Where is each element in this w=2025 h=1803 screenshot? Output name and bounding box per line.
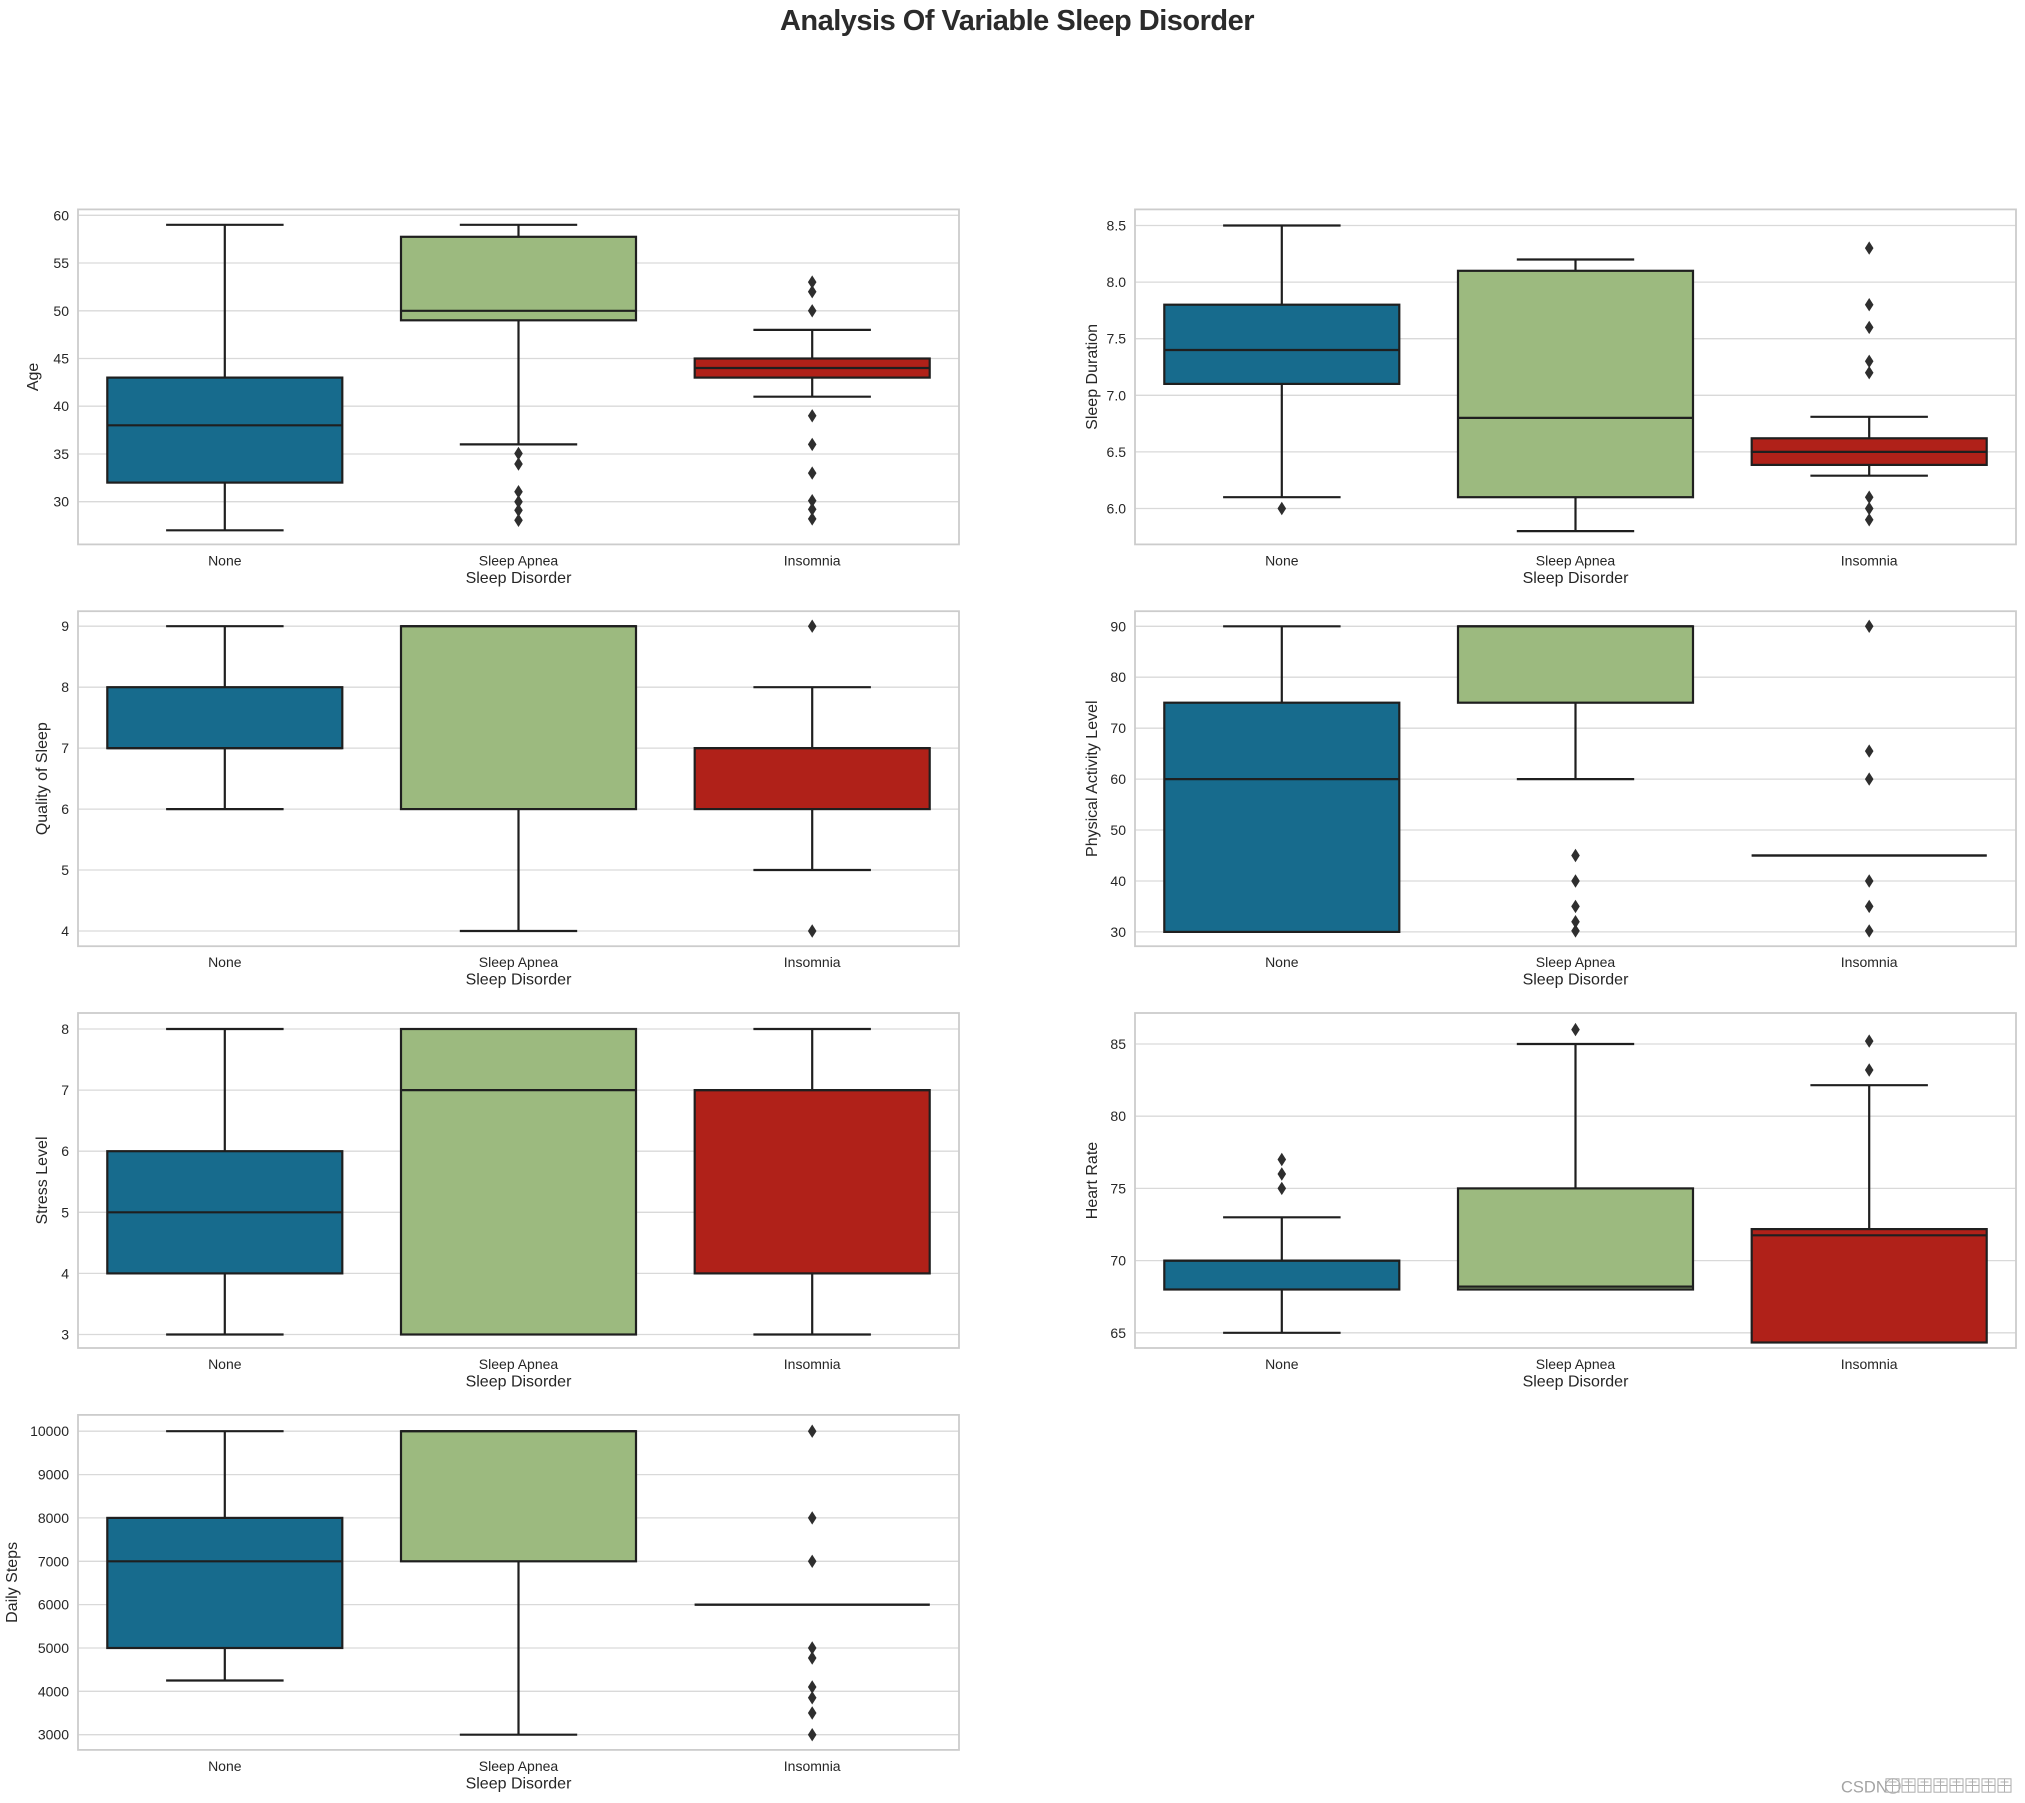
svg-text:None: None — [1265, 1356, 1299, 1372]
svg-text:4: 4 — [61, 923, 69, 939]
svg-text:Stress Level: Stress Level — [34, 1136, 51, 1224]
svg-text:Sleep Apnea: Sleep Apnea — [1536, 1356, 1616, 1372]
svg-text:Insomnia: Insomnia — [784, 954, 841, 970]
svg-text:6000: 6000 — [38, 1597, 69, 1613]
svg-text:Sleep Disorder: Sleep Disorder — [466, 972, 573, 989]
svg-text:45: 45 — [53, 351, 69, 367]
svg-text:80: 80 — [1110, 669, 1126, 685]
svg-text:7000: 7000 — [38, 1553, 69, 1569]
svg-text:35: 35 — [53, 446, 69, 462]
svg-text:7: 7 — [61, 740, 69, 756]
svg-text:Insomnia: Insomnia — [1841, 552, 1898, 568]
svg-text:7: 7 — [61, 1082, 69, 1098]
svg-text:40: 40 — [53, 398, 69, 414]
svg-text:8: 8 — [61, 1021, 69, 1037]
svg-text:7.5: 7.5 — [1107, 331, 1127, 347]
svg-text:60: 60 — [53, 207, 69, 223]
svg-text:4: 4 — [61, 1265, 69, 1281]
svg-text:50: 50 — [53, 303, 69, 319]
svg-text:8: 8 — [61, 679, 69, 695]
svg-text:5000: 5000 — [38, 1640, 69, 1656]
svg-text:Sleep Disorder: Sleep Disorder — [1523, 972, 1630, 989]
svg-text:3000: 3000 — [38, 1727, 69, 1743]
svg-text:70: 70 — [1110, 720, 1126, 736]
svg-text:Sleep Apnea: Sleep Apnea — [479, 1758, 559, 1774]
svg-text:Sleep Apnea: Sleep Apnea — [1536, 552, 1616, 568]
svg-text:Sleep Apnea: Sleep Apnea — [479, 1356, 559, 1372]
svg-text:55: 55 — [53, 255, 69, 271]
svg-text:4000: 4000 — [38, 1683, 69, 1699]
svg-text:90: 90 — [1110, 618, 1126, 634]
svg-text:Sleep Duration: Sleep Duration — [1084, 324, 1101, 430]
svg-text:5: 5 — [61, 862, 69, 878]
svg-text:Daily Steps: Daily Steps — [4, 1542, 21, 1623]
svg-text:8000: 8000 — [38, 1510, 69, 1526]
svg-text:None: None — [208, 954, 242, 970]
svg-text:Age: Age — [25, 363, 42, 392]
svg-text:Sleep Disorder: Sleep Disorder — [466, 570, 573, 587]
svg-text:60: 60 — [1110, 771, 1126, 787]
svg-text:Sleep Apnea: Sleep Apnea — [1536, 954, 1616, 970]
svg-text:Analysis Of Variable Sleep Dis: Analysis Of Variable Sleep Disorder — [780, 5, 1254, 37]
svg-text:Insomnia: Insomnia — [784, 1758, 841, 1774]
svg-text:85: 85 — [1110, 1036, 1126, 1052]
svg-text:80: 80 — [1110, 1108, 1126, 1124]
svg-text:CSDN: CSDN — [1841, 1779, 1888, 1797]
svg-text:8.5: 8.5 — [1107, 218, 1127, 234]
svg-text:Insomnia: Insomnia — [784, 1356, 841, 1372]
svg-text:9000: 9000 — [38, 1467, 69, 1483]
svg-text:8.0: 8.0 — [1107, 274, 1127, 290]
svg-text:Sleep Disorder: Sleep Disorder — [466, 1775, 573, 1792]
svg-text:None: None — [1265, 954, 1299, 970]
svg-text:40: 40 — [1110, 873, 1126, 889]
svg-text:Sleep Disorder: Sleep Disorder — [1523, 1374, 1630, 1391]
svg-text:Heart Rate: Heart Rate — [1084, 1142, 1101, 1219]
svg-text:75: 75 — [1110, 1180, 1126, 1196]
svg-text:5: 5 — [61, 1204, 69, 1220]
svg-text:Insomnia: Insomnia — [1841, 1356, 1898, 1372]
svg-text:Insomnia: Insomnia — [784, 552, 841, 568]
svg-text:Physical Activity Level: Physical Activity Level — [1084, 700, 1101, 857]
svg-text:30: 30 — [53, 494, 69, 510]
svg-text:Sleep Disorder: Sleep Disorder — [466, 1374, 573, 1391]
svg-text:None: None — [208, 552, 242, 568]
svg-text:3: 3 — [61, 1327, 69, 1343]
svg-text:10000: 10000 — [30, 1423, 69, 1439]
svg-text:6: 6 — [61, 801, 69, 817]
svg-text:Sleep Disorder: Sleep Disorder — [1523, 570, 1630, 587]
svg-text:6: 6 — [61, 1143, 69, 1159]
svg-text:None: None — [208, 1758, 242, 1774]
svg-text:Insomnia: Insomnia — [1841, 954, 1898, 970]
svg-text:7.0: 7.0 — [1107, 387, 1127, 403]
svg-text:70: 70 — [1110, 1253, 1126, 1269]
svg-text:6.0: 6.0 — [1107, 501, 1127, 517]
svg-text:None: None — [1265, 552, 1299, 568]
svg-text:50: 50 — [1110, 822, 1126, 838]
svg-text:Sleep Apnea: Sleep Apnea — [479, 552, 559, 568]
svg-text:65: 65 — [1110, 1325, 1126, 1341]
svg-text:Sleep Apnea: Sleep Apnea — [479, 954, 559, 970]
svg-text:None: None — [208, 1356, 242, 1372]
svg-text:9: 9 — [61, 618, 69, 634]
svg-text:30: 30 — [1110, 924, 1126, 940]
svg-text:6.5: 6.5 — [1107, 444, 1127, 460]
svg-text:Quality of Sleep: Quality of Sleep — [34, 722, 51, 835]
